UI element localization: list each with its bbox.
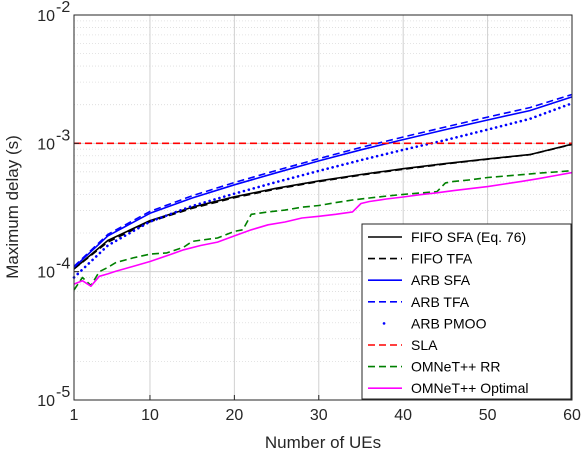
x-tick-label: 20	[225, 407, 243, 424]
y-tick-exponent: -3	[56, 127, 70, 144]
y-tick-exponent: -4	[56, 256, 70, 273]
x-tick-label: 40	[394, 407, 412, 424]
legend-box	[361, 223, 572, 400]
legend-entry: FIFO SFA (Eq. 76)	[411, 229, 526, 245]
legend: FIFO SFA (Eq. 76) FIFO TFA ARB SFA ARB TFA A…	[361, 223, 572, 400]
series-line	[73, 169, 573, 291]
y-tick-exponent: -2	[56, 0, 70, 16]
x-axis-label: Number of UEs	[265, 433, 381, 452]
series-line	[73, 171, 573, 288]
series-line	[72, 102, 574, 279]
legend-entry: OMNeT++ Optimal	[411, 380, 528, 396]
legend-entry: ARB TFA	[411, 294, 470, 310]
x-tick-label: 30	[310, 407, 328, 424]
legend-entry: FIFO TFA	[411, 251, 473, 267]
legend-entry: SLA	[411, 337, 438, 353]
series-line	[73, 96, 573, 268]
legend-entry: ARB PMOO	[411, 315, 487, 331]
y-tick-label: 10	[37, 393, 55, 410]
y-tick-label: 10	[37, 265, 55, 282]
y-tick-label: 10	[37, 136, 55, 153]
x-tick-label: 50	[479, 407, 497, 424]
legend-entry: ARB SFA	[411, 272, 471, 288]
y-axis-label: Maximum delay (s)	[3, 135, 22, 279]
y-tick-exponent: -5	[56, 384, 70, 401]
y-tick-label: 10	[37, 8, 55, 25]
x-tick-label: 60	[563, 407, 581, 424]
series-layer	[72, 93, 574, 291]
x-tick-label: 1	[70, 407, 79, 424]
x-tick-label: 10	[141, 407, 159, 424]
legend-entry: OMNeT++ RR	[411, 359, 500, 375]
plot-frame	[73, 14, 573, 401]
series-line	[73, 93, 573, 267]
series-line	[73, 143, 573, 270]
